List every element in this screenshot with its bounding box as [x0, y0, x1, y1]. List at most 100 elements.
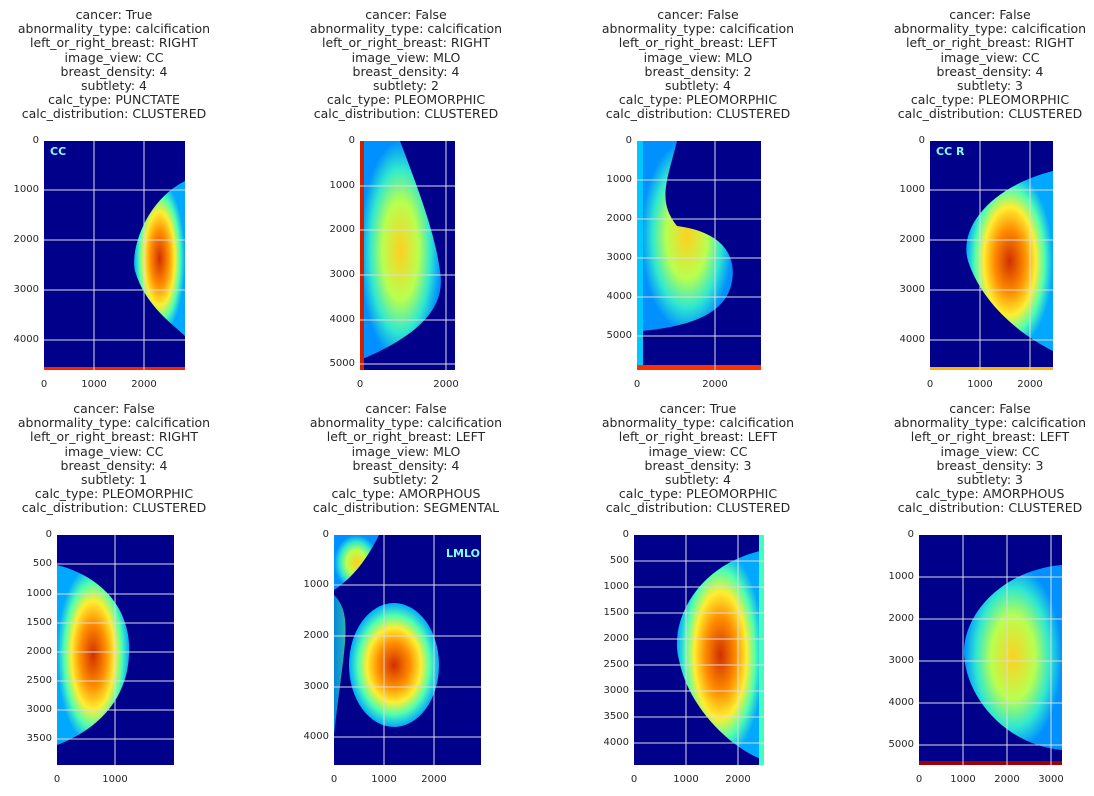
y-tick-label: 4000	[303, 731, 329, 742]
title-line: left_or_right_breast: RIGHT	[905, 35, 1074, 51]
title-line: image_view: CC	[64, 443, 164, 459]
y-tick-label: 4000	[899, 334, 925, 345]
x-tick-label: 0	[915, 774, 923, 785]
y-tick-label: 2000	[303, 630, 329, 641]
y-tick-label: 5000	[606, 330, 632, 341]
title-line: abnormality_type: calcification	[309, 415, 503, 431]
x-tick-label: 0	[53, 774, 61, 785]
mammogram-image	[919, 535, 1062, 765]
title-line: left_or_right_breast: LEFT	[618, 429, 778, 445]
title-line: cancer: False	[365, 401, 447, 416]
title-line: calc_type: PLEOMORPHIC	[618, 92, 778, 108]
y-tick-label: 500	[609, 555, 629, 566]
x-tick-label: 0	[330, 774, 338, 785]
y-tick-label: 0	[322, 529, 329, 540]
y-tick-label: 0	[348, 135, 355, 146]
x-tick-label: 1000	[967, 379, 993, 390]
title-line: subtlety: 4	[81, 78, 147, 94]
y-tick-label: 0	[32, 135, 39, 146]
y-tick-label: 3500	[603, 711, 629, 722]
subplot-title: cancer: False abnormality_type: calcifica…	[18, 401, 210, 516]
y-tick-label: 1500	[26, 617, 52, 628]
title-line: calc_type: PUNCTATE	[48, 92, 180, 108]
y-tick-label: 5000	[888, 739, 914, 750]
title-line: cancer: False	[657, 7, 739, 22]
y-tick-label: 2000	[13, 234, 39, 245]
x-tick-label: 0	[633, 379, 641, 390]
x-tick-label: 0	[630, 774, 638, 785]
title-line: subtlety: 2	[373, 78, 439, 94]
title-line: abnormality_type: calcification	[17, 21, 211, 37]
x-tick-label: 2000	[131, 379, 157, 390]
title-line: calc_distribution: SEGMENTAL	[312, 500, 500, 516]
title-line: subtlety: 3	[957, 472, 1023, 488]
y-tick-label: 1000	[899, 184, 925, 195]
title-line: calc_distribution: CLUSTERED	[897, 500, 1083, 516]
title-line: left_or_right_breast: LEFT	[618, 35, 778, 51]
title-line: subtlety: 1	[81, 472, 147, 488]
title-line: subtlety: 2	[373, 472, 439, 488]
mammogram-image	[637, 141, 761, 370]
title-line: abnormality_type: calcification	[601, 415, 795, 431]
title-line: subtlety: 3	[957, 78, 1023, 94]
y-tick-label: 3000	[603, 685, 629, 696]
mammogram-image	[57, 535, 174, 765]
y-tick-label: 1000	[606, 174, 632, 185]
title-line: cancer: False	[949, 401, 1031, 416]
title-line: image_view: MLO	[643, 49, 753, 65]
y-tick-label: 3000	[606, 252, 632, 263]
subplot-title: cancer: False abnormality_type: calcifica…	[309, 401, 503, 516]
title-line: breast_density: 4	[60, 63, 168, 79]
x-tick-label: 2000	[433, 379, 459, 390]
y-tick-label: 1000	[329, 180, 355, 191]
title-line: breast_density: 4	[352, 457, 460, 473]
x-tick-label: 2000	[1017, 379, 1043, 390]
image-overlay-label: CC	[50, 145, 66, 158]
y-tick-label: 2500	[603, 659, 629, 670]
y-tick-label: 1500	[603, 607, 629, 618]
y-tick-label: 0	[45, 529, 52, 540]
title-line: image_view: MLO	[351, 443, 461, 459]
x-tick-label: 1000	[81, 379, 107, 390]
y-tick-label: 3000	[888, 655, 914, 666]
y-tick-label: 0	[625, 135, 632, 146]
title-line: calc_type: PLEOMORPHIC	[34, 486, 194, 502]
title-line: left_or_right_breast: LEFT	[910, 429, 1070, 445]
title-line: breast_density: 3	[936, 457, 1044, 473]
y-tick-label: 1000	[888, 571, 914, 582]
x-tick-label: 3000	[1038, 774, 1064, 785]
y-tick-label: 3500	[26, 733, 52, 744]
x-tick-label: 0	[40, 379, 48, 390]
y-tick-label: 0	[622, 529, 629, 540]
y-tick-label: 1000	[26, 588, 52, 599]
y-tick-label: 2000	[899, 234, 925, 245]
title-line: calc_type: PLEOMORPHIC	[618, 486, 778, 502]
title-line: calc_type: PLEOMORPHIC	[910, 92, 1070, 108]
title-line: breast_density: 4	[936, 63, 1044, 79]
y-tick-label: 3000	[13, 284, 39, 295]
title-line: calc_type: AMORPHOUS	[331, 486, 481, 502]
title-line: cancer: False	[949, 7, 1031, 22]
title-line: abnormality_type: calcification	[893, 21, 1087, 37]
title-line: cancer: True	[659, 401, 737, 416]
title-line: calc_distribution: CLUSTERED	[21, 500, 207, 516]
y-tick-label: 4000	[606, 291, 632, 302]
title-line: left_or_right_breast: RIGHT	[321, 35, 490, 51]
title-line: calc_distribution: CLUSTERED	[21, 106, 207, 122]
title-line: breast_density: 4	[60, 457, 168, 473]
title-line: abnormality_type: calcification	[893, 415, 1087, 431]
y-tick-label: 4000	[603, 737, 629, 748]
y-tick-label: 3000	[303, 681, 329, 692]
title-line: cancer: False	[365, 7, 447, 22]
title-line: subtlety: 4	[665, 78, 731, 94]
y-tick-label: 2000	[888, 613, 914, 624]
y-tick-label: 500	[32, 558, 52, 569]
y-tick-label: 3000	[26, 704, 52, 715]
title-line: left_or_right_breast: LEFT	[326, 429, 486, 445]
title-line: calc_distribution: CLUSTERED	[605, 106, 791, 122]
subplot-title: cancer: False abnormality_type: calcifica…	[602, 7, 794, 122]
x-tick-label: 2000	[725, 774, 751, 785]
x-tick-label: 0	[926, 379, 934, 390]
y-tick-label: 4000	[13, 334, 39, 345]
title-line: calc_distribution: CLUSTERED	[897, 106, 1083, 122]
